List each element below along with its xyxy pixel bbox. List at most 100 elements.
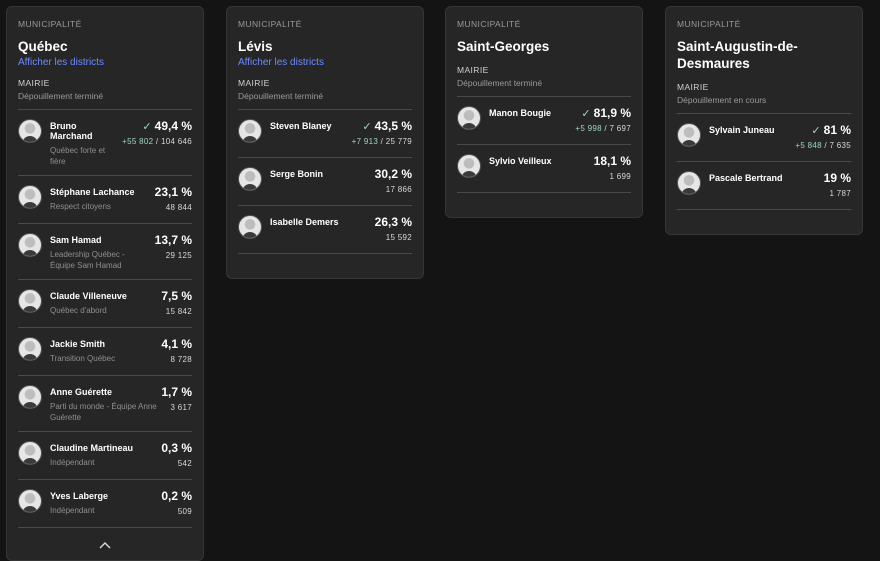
candidate-votes: 15 842 (161, 307, 192, 316)
candidate-party: Québec forte et fière (50, 146, 106, 166)
votes-separator: / (378, 137, 386, 146)
candidate-photo (18, 119, 42, 143)
votes-separator: / (153, 137, 161, 146)
candidate-percent: 0,3 % (161, 441, 192, 455)
office-label: MAIRIE (677, 82, 709, 92)
candidate-photo (18, 337, 42, 361)
candidate-info: Yves Laberge Indépendant (50, 489, 157, 516)
percent-value: 1,7 % (161, 385, 192, 399)
candidate-name: Pascale Bertrand (709, 173, 783, 183)
candidate-votes: +5 848 / 7 635 (795, 141, 851, 150)
candidate-name: Bruno Marchand (50, 121, 93, 141)
candidate-result: 30,2 % 17 866 (375, 167, 412, 194)
candidate-result: 7,5 % 15 842 (161, 289, 192, 316)
candidate-percent: 26,3 % (375, 215, 412, 229)
office-label: MAIRIE (238, 78, 270, 88)
candidate-photo (677, 171, 701, 195)
municipality-label: MUNICIPALITÉ (457, 19, 521, 29)
candidate-info: Manon Bougie (489, 106, 571, 118)
candidate-votes: 1 787 (824, 189, 851, 198)
candidate-info: Stéphane Lachance Respect citoyens (50, 185, 151, 212)
candidate-percent: 0,2 % (161, 489, 192, 503)
candidate-row: Sam Hamad Leadership Québec - Équipe Sam … (18, 223, 192, 279)
candidate-votes: +7 913 / 25 779 (352, 137, 412, 146)
candidate-result: 0,3 % 542 (161, 441, 192, 468)
candidate-photo (18, 489, 42, 513)
candidate-result: 0,2 % 509 (161, 489, 192, 516)
percent-value: 19 % (823, 171, 851, 185)
municipality-title: Lévis (238, 39, 273, 54)
candidate-result: 4,1 % 8 728 (161, 337, 192, 364)
candidate-result: 1,7 % 3 617 (161, 385, 192, 412)
candidate-photo (238, 119, 262, 143)
vote-count: 104 646 (160, 137, 192, 146)
vote-count: 7 635 (829, 141, 851, 150)
candidate-percent: 7,5 % (161, 289, 192, 303)
candidate-photo (18, 441, 42, 465)
candidate-votes: 1 699 (594, 172, 631, 181)
candidate-info: Jackie Smith Transition Québec (50, 337, 157, 364)
collapse-button[interactable] (18, 536, 192, 550)
office-label: MAIRIE (457, 65, 489, 75)
candidate-name: Sam Hamad (50, 235, 102, 245)
candidate-name: Manon Bougie (489, 108, 551, 118)
vote-count: 15 592 (385, 233, 412, 242)
candidate-name: Isabelle Demers (270, 217, 339, 227)
candidate-row: Yves Laberge Indépendant 0,2 % 509 (18, 479, 192, 527)
candidate-list: Manon Bougie ✓ 81,9 % +5 998 / 7 697 Sylvio … (457, 96, 631, 193)
candidate-percent: ✓ 81 % (795, 123, 851, 137)
candidate-votes: 509 (161, 507, 192, 516)
checkmark-icon: ✓ (581, 108, 591, 120)
show-districts-link[interactable]: Afficher les districts (238, 57, 324, 68)
candidate-percent: ✓ 81,9 % (575, 106, 631, 120)
candidate-photo (457, 154, 481, 178)
candidate-list: Bruno Marchand Québec forte et fière ✓ 49,4… (18, 109, 192, 528)
candidate-party: Respect citoyens (50, 202, 111, 211)
candidate-info: Sylvio Veilleux (489, 154, 590, 166)
vote-count: 509 (177, 507, 192, 516)
candidate-row: Isabelle Demers 26,3 % 15 592 (238, 205, 412, 253)
candidate-name: Jackie Smith (50, 339, 106, 349)
candidate-photo (18, 289, 42, 313)
vote-count: 1 699 (609, 172, 631, 181)
candidate-party: Transition Québec (50, 354, 116, 363)
lead-margin: +7 913 (351, 137, 379, 146)
percent-value: 30,2 % (374, 167, 412, 181)
municipality-card: MUNICIPALITÉ Québec Afficher les districts… (6, 6, 204, 561)
candidate-info: Claude Villeneuve Québec d'abord (50, 289, 157, 316)
candidate-party: Parti du monde - Équipe Anne Guérette (50, 402, 157, 422)
candidate-percent: ✓ 49,4 % (122, 119, 192, 133)
candidate-party: Indépendant (50, 458, 95, 467)
vote-count: 542 (177, 459, 192, 468)
candidate-row: Sylvain Juneau ✓ 81 % +5 848 / 7 635 (677, 113, 851, 161)
show-districts-link[interactable]: Afficher les districts (18, 57, 104, 68)
municipality-label: MUNICIPALITÉ (677, 19, 741, 29)
percent-value: 18,1 % (593, 154, 631, 168)
candidate-info: Sam Hamad Leadership Québec - Équipe Sam … (50, 233, 151, 271)
candidate-result: 18,1 % 1 699 (594, 154, 631, 181)
candidate-result: 26,3 % 15 592 (375, 215, 412, 242)
votes-separator: / (601, 124, 610, 133)
vote-count: 17 866 (385, 185, 412, 194)
candidate-votes: +55 802 / 104 646 (122, 137, 192, 146)
candidate-percent: 1,7 % (161, 385, 192, 399)
municipality-title: Saint-Georges (457, 39, 550, 54)
candidate-info: Sylvain Juneau (709, 123, 791, 135)
candidate-row: Anne Guérette Parti du monde - Équipe Ann… (18, 375, 192, 431)
percent-value: 49,4 % (154, 119, 192, 133)
lead-margin: +5 998 (575, 124, 602, 133)
candidate-votes: 3 617 (161, 403, 192, 412)
candidate-row: Claude Villeneuve Québec d'abord 7,5 % 15 8… (18, 279, 192, 327)
candidate-row: Claudine Martineau Indépendant 0,3 % 542 (18, 431, 192, 479)
candidate-percent: 4,1 % (161, 337, 192, 351)
chevron-up-icon[interactable] (99, 536, 111, 553)
candidate-name: Steven Blaney (270, 121, 332, 131)
votes-separator: / (821, 141, 830, 150)
vote-count: 1 787 (829, 189, 851, 198)
candidate-name: Anne Guérette (50, 387, 113, 397)
candidate-name: Yves Laberge (50, 491, 109, 501)
candidate-info: Anne Guérette Parti du monde - Équipe Ann… (50, 385, 157, 423)
candidate-result: ✓ 81 % +5 848 / 7 635 (795, 123, 851, 150)
lead-margin: +5 848 (795, 141, 822, 150)
candidate-row: Stéphane Lachance Respect citoyens 23,1 % 4… (18, 175, 192, 223)
